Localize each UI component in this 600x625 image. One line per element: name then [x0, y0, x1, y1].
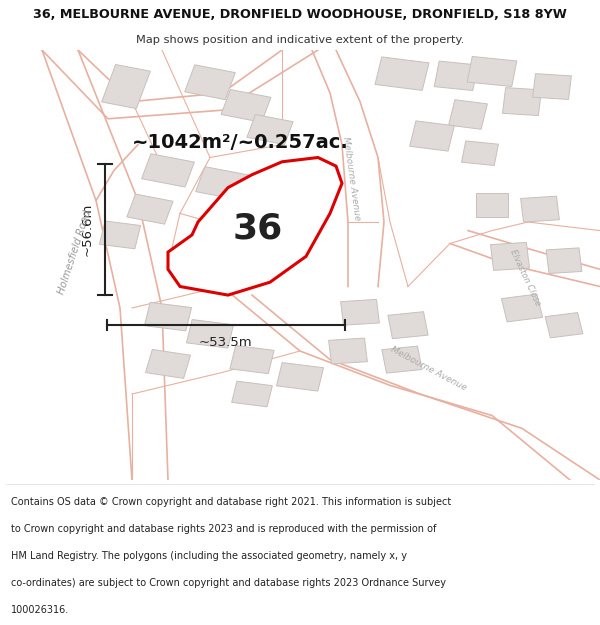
Polygon shape	[101, 64, 151, 109]
Polygon shape	[449, 100, 487, 129]
Polygon shape	[127, 194, 173, 224]
Polygon shape	[100, 221, 140, 249]
Polygon shape	[502, 88, 542, 116]
Text: co-ordinates) are subject to Crown copyright and database rights 2023 Ordnance S: co-ordinates) are subject to Crown copyr…	[11, 578, 446, 588]
Polygon shape	[168, 158, 342, 295]
Polygon shape	[467, 56, 517, 86]
Polygon shape	[277, 362, 323, 391]
Polygon shape	[375, 57, 429, 91]
Polygon shape	[145, 349, 191, 378]
Text: ~1042m²/~0.257ac.: ~1042m²/~0.257ac.	[132, 133, 349, 152]
Polygon shape	[545, 312, 583, 338]
Polygon shape	[329, 338, 367, 364]
Polygon shape	[410, 121, 454, 151]
Text: Map shows position and indicative extent of the property.: Map shows position and indicative extent…	[136, 35, 464, 45]
Polygon shape	[230, 346, 274, 374]
Text: Melbourne Avenue: Melbourne Avenue	[341, 136, 361, 221]
Polygon shape	[142, 154, 194, 187]
Text: Melbourne Avenue: Melbourne Avenue	[389, 344, 469, 392]
Polygon shape	[145, 302, 191, 331]
Polygon shape	[341, 299, 379, 325]
Polygon shape	[382, 346, 422, 373]
Polygon shape	[185, 65, 235, 99]
Polygon shape	[434, 61, 478, 91]
Text: 100026316.: 100026316.	[11, 605, 69, 615]
Polygon shape	[247, 114, 293, 144]
Polygon shape	[533, 74, 571, 99]
Polygon shape	[476, 193, 508, 217]
Polygon shape	[232, 381, 272, 407]
Text: Holmesfield Road: Holmesfield Road	[56, 209, 94, 296]
Text: to Crown copyright and database rights 2023 and is reproduced with the permissio: to Crown copyright and database rights 2…	[11, 524, 436, 534]
Text: ~56.6m: ~56.6m	[80, 203, 94, 256]
Polygon shape	[521, 196, 559, 222]
Text: 36, MELBOURNE AVENUE, DRONFIELD WOODHOUSE, DRONFIELD, S18 8YW: 36, MELBOURNE AVENUE, DRONFIELD WOODHOUS…	[33, 8, 567, 21]
Text: Contains OS data © Crown copyright and database right 2021. This information is : Contains OS data © Crown copyright and d…	[11, 498, 451, 508]
Polygon shape	[461, 141, 499, 166]
Polygon shape	[388, 312, 428, 339]
Polygon shape	[221, 89, 271, 122]
Text: HM Land Registry. The polygons (including the associated geometry, namely x, y: HM Land Registry. The polygons (includin…	[11, 551, 407, 561]
Polygon shape	[196, 167, 248, 200]
Polygon shape	[187, 319, 233, 348]
Text: Elvaston Close: Elvaston Close	[508, 248, 542, 308]
Polygon shape	[546, 248, 582, 274]
Text: ~53.5m: ~53.5m	[199, 336, 253, 349]
Polygon shape	[490, 242, 530, 271]
Text: 36: 36	[233, 211, 283, 246]
Polygon shape	[502, 294, 542, 322]
